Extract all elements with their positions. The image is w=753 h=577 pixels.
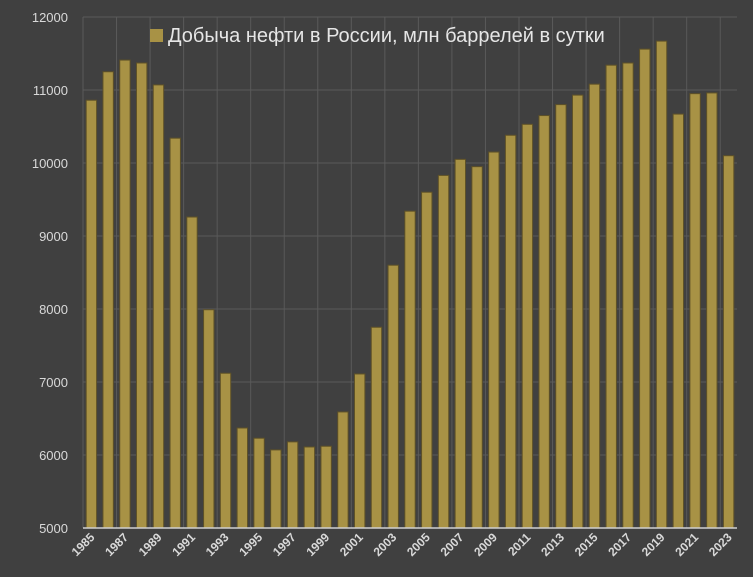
x-tick-label: 2011 [505, 530, 534, 559]
bar-1986 [102, 71, 114, 529]
bar-2001 [353, 373, 366, 529]
x-tick-label: 1997 [270, 530, 299, 559]
y-tick-label: 6000 [39, 448, 68, 463]
bar-2021 [689, 93, 701, 529]
bar-2015 [588, 83, 601, 529]
legend-swatch [150, 29, 163, 42]
x-tick-label: 2023 [706, 530, 735, 559]
bar-1985 [85, 99, 98, 529]
bar-1997 [286, 441, 299, 529]
x-tick-label: 1991 [169, 530, 198, 559]
x-tick-label: 2003 [371, 530, 400, 559]
bar-1995 [253, 437, 265, 529]
bar-1996 [270, 449, 282, 529]
bar-1992 [203, 309, 215, 529]
x-tick-label: 2021 [672, 530, 701, 559]
y-axis: 5000 6000 7000 8000 9000 10000 11000 12000 [32, 10, 68, 536]
y-tick-label: 12000 [32, 10, 68, 25]
x-tick-label: 2009 [471, 530, 500, 559]
x-axis: 1985 1987 1989 1991 1993 1995 1997 1999 2001 2003… [69, 527, 737, 559]
y-tick-label: 10000 [32, 156, 68, 171]
x-tick-label: 1993 [203, 530, 232, 559]
x-tick-label: 2007 [438, 530, 467, 559]
bar-2019 [655, 40, 668, 529]
bar-2003 [387, 264, 399, 529]
gridlines [82, 16, 737, 528]
bar-1991 [186, 216, 198, 529]
x-tick-label: 1989 [136, 530, 165, 559]
y-tick-label: 11000 [33, 83, 68, 98]
bar-2008 [471, 166, 483, 529]
x-tick-label: 2019 [639, 530, 668, 559]
bars [85, 40, 735, 529]
x-tick-label: 1987 [102, 530, 131, 559]
x-tick-label: 2005 [404, 530, 433, 559]
legend: Добыча нефти в России, млн баррелей в су… [150, 25, 605, 47]
bar-2007 [454, 158, 467, 529]
y-tick-label: 9000 [39, 229, 68, 244]
bar-2016 [605, 64, 617, 529]
bar-1989 [152, 84, 165, 529]
y-tick-label: 7000 [39, 375, 68, 390]
bar-1988 [135, 62, 148, 529]
bar-2020 [672, 113, 685, 529]
bar-1994 [236, 427, 249, 529]
bar-2022 [706, 92, 718, 529]
x-tick-label: 1985 [69, 530, 98, 559]
bar-2009 [488, 151, 500, 529]
y-tick-label: 5000 [39, 521, 68, 536]
legend-label: Добыча нефти в России, млн баррелей в су… [168, 25, 605, 47]
bar-2023 [722, 155, 735, 529]
y-tick-label: 8000 [39, 302, 68, 317]
bar-2014 [571, 94, 584, 529]
x-tick-label: 1995 [236, 530, 265, 559]
x-tick-label: 2001 [337, 530, 366, 559]
x-tick-label: 2015 [572, 530, 601, 559]
x-tick-label: 1999 [303, 530, 332, 559]
bar-2011 [521, 123, 534, 529]
bar-2017 [622, 62, 634, 529]
bar-2010 [504, 134, 517, 529]
bar-2005 [421, 191, 433, 529]
bar-1993 [219, 372, 232, 529]
x-tick-label: 2017 [605, 530, 634, 559]
bar-1987 [119, 59, 131, 529]
bar-1998 [303, 446, 316, 529]
x-tick-label: 2013 [538, 530, 567, 559]
bar-2004 [404, 210, 416, 529]
bar-2006 [437, 174, 450, 529]
bar-2002 [370, 326, 383, 529]
bar-2012 [538, 115, 550, 529]
bar-2013 [555, 104, 567, 529]
bar-1990 [169, 137, 181, 529]
bar-1999 [320, 445, 332, 529]
bar-2018 [639, 48, 651, 529]
bar-2000 [337, 411, 349, 529]
